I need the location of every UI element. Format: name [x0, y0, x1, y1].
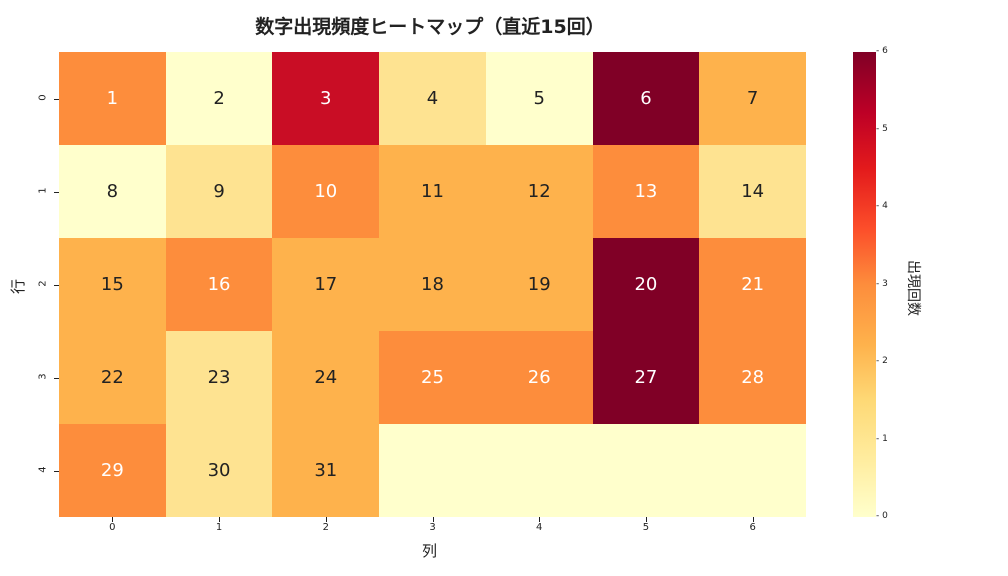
heatmap-cell: 13 [592, 145, 700, 238]
heatmap-cell: 28 [699, 331, 806, 424]
x-tick-mark [539, 517, 541, 522]
y-tick-label: 2 [37, 279, 49, 287]
y-tick-label: 4 [37, 465, 49, 473]
heatmap-cell: 31 [272, 424, 380, 517]
colorbar-label: 出現回数 [905, 260, 921, 316]
heatmap-cell: 24 [272, 331, 380, 424]
heatmap-cell: 15 [59, 238, 166, 331]
heatmap-cell: 2 [165, 52, 273, 145]
heatmap-cell: 29 [59, 424, 166, 517]
y-tick-mark [54, 284, 59, 286]
colorbar-tick: - 2 [876, 356, 888, 366]
heatmap-cell [699, 424, 806, 517]
y-tick-mark [54, 470, 59, 472]
heatmap-cell: 27 [592, 331, 700, 424]
colorbar-tick: - 0 [876, 511, 888, 521]
heatmap-cell: 18 [379, 238, 486, 331]
heatmap-cell [379, 424, 486, 517]
heatmap-cell: 9 [165, 145, 273, 238]
x-tick-label: 3 [429, 522, 436, 533]
y-tick-label: 0 [37, 93, 49, 101]
heatmap-grid: 1 2 3 4 5 6 7 8 9 10 11 12 13 14 15 16 17 18 19 20 21 22 23 24 2… [59, 52, 806, 517]
heatmap-cell: 30 [165, 424, 273, 517]
heatmap-cell: 11 [379, 145, 486, 238]
heatmap-cell [485, 424, 593, 517]
colorbar-tick: - 3 [876, 278, 888, 289]
colorbar-tick: - 5 [876, 123, 888, 134]
heatmap-cell: 8 [59, 145, 166, 238]
x-tick-mark [432, 517, 434, 522]
x-tick-mark [752, 517, 754, 522]
y-tick-mark [54, 98, 59, 100]
heatmap-cell: 17 [272, 238, 380, 331]
x-tick-label: 5 [642, 522, 650, 533]
y-tick-mark [54, 191, 59, 193]
heatmap-cell: 26 [485, 331, 593, 424]
heatmap-cell [592, 424, 700, 517]
y-tick-label: 1 [37, 186, 49, 194]
heatmap-cell: 12 [485, 145, 593, 238]
x-tick-mark [645, 517, 647, 522]
chart-title: 数字出現頻度ヒートマップ（直近15回） [255, 16, 605, 38]
colorbar-tick: - 6 [876, 46, 888, 56]
x-tick-label: 4 [536, 522, 543, 533]
colorbar-tick: - 4 [876, 201, 888, 211]
colorbar-tick: - 1 [876, 433, 888, 444]
x-tick-label: 0 [109, 522, 116, 533]
x-tick-mark [219, 517, 221, 522]
y-tick-label: 3 [37, 372, 49, 380]
heatmap-cell: 1 [59, 52, 166, 145]
heatmap-cell: 21 [699, 238, 806, 331]
heatmap-cell: 16 [165, 238, 273, 331]
x-tick-label: 1 [215, 522, 223, 533]
x-tick-mark [112, 517, 114, 522]
heatmap-cell: 7 [699, 52, 806, 145]
heatmap-cell: 10 [272, 145, 380, 238]
x-tick-mark [325, 517, 327, 522]
heatmap-cell: 25 [379, 331, 486, 424]
heatmap-cell: 3 [272, 52, 380, 145]
heatmap-cell: 23 [165, 331, 273, 424]
x-axis-label: 列 [422, 542, 438, 560]
heatmap-cell: 20 [592, 238, 700, 331]
heatmap-cell: 4 [379, 52, 486, 145]
heatmap-cell: 22 [59, 331, 166, 424]
heatmap-cell: 19 [485, 238, 593, 331]
heatmap-cell: 14 [699, 145, 806, 238]
colorbar [853, 52, 876, 517]
y-tick-mark [54, 377, 59, 379]
heatmap-cell: 6 [592, 52, 700, 145]
y-axis-label: 行 [9, 278, 28, 295]
x-tick-label: 6 [749, 522, 756, 533]
heatmap-cell: 5 [485, 52, 593, 145]
x-tick-label: 2 [322, 522, 329, 533]
